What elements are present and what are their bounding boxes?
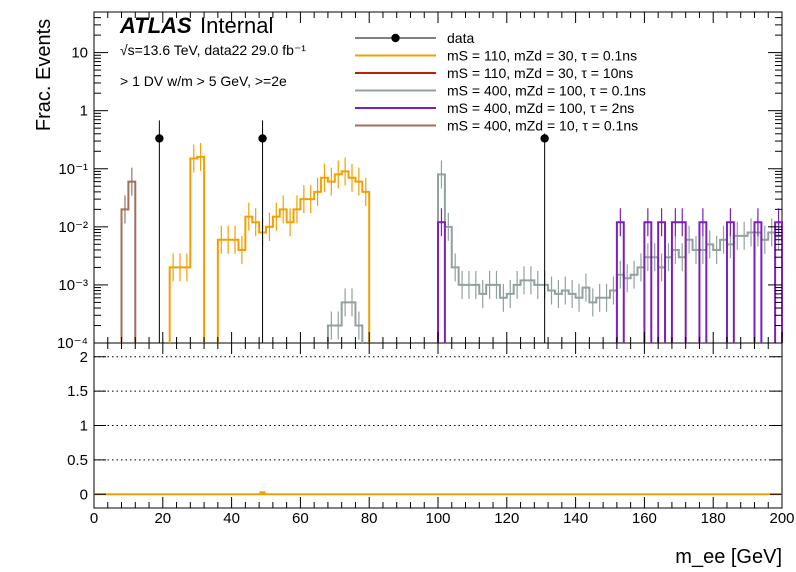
legend-label-2: mS = 110, mZd = 30, τ = 10ns: [447, 65, 633, 81]
x-tick-label: 120: [494, 510, 519, 527]
x-tick-label: 60: [292, 510, 309, 527]
legend-bg: [355, 47, 706, 64]
y-tick-label: 10⁻³: [58, 277, 88, 294]
y-tick-label: 10⁻⁴: [57, 335, 88, 352]
legend-label-4: mS = 400, mZd = 100, τ = 2ns: [447, 100, 634, 116]
ratio-tick-label: 2: [80, 349, 88, 366]
y-axis-label: Frac. Events: [33, 19, 55, 131]
ratio-panel: [94, 356, 782, 496]
legend-marker-0: [391, 33, 400, 43]
y-tick-label: 10⁻²: [58, 219, 88, 236]
x-tick-label: 200: [769, 510, 794, 527]
legend-label-3: mS = 400, mZd = 100, τ = 0.1ns: [447, 83, 646, 99]
data-point-0: [155, 134, 164, 143]
x-tick-label: 40: [223, 510, 240, 527]
hist-series-1: [168, 155, 371, 343]
legend-bg: [355, 65, 706, 81]
legend-bg: [355, 117, 706, 134]
legend-label-1: mS = 110, mZd = 30, τ = 0.1ns: [447, 48, 637, 64]
legend-label-5: mS = 400, mZd = 10, τ = 0.1ns: [447, 118, 638, 134]
selection-label: > 1 DV w/m > 5 GeV, >=2e: [120, 73, 287, 89]
legend-bg: [355, 100, 706, 116]
histogram-series: [120, 142, 783, 343]
x-tick-label: 140: [563, 510, 588, 527]
legend-label-0: data: [447, 30, 474, 46]
x-tick-label: 0: [90, 510, 98, 527]
data-point-2: [540, 134, 549, 143]
atlas-label: ATLAS: [119, 13, 192, 38]
y-tick-label: 1: [80, 103, 88, 120]
data-point-1: [258, 134, 267, 143]
ratio-tick-label: 0.5: [67, 452, 88, 469]
ratio-point-0: [259, 491, 266, 495]
axes: 0 20 40 60 80 100 120 140 160 180 20010⁻⁴10⁻³10⁻²1…: [57, 11, 795, 527]
x-axis-label: m_ee [GeV]: [675, 546, 782, 568]
x-tick-label: 20: [154, 510, 171, 527]
x-tick-label: 100: [425, 510, 450, 527]
internal-label: Internal: [200, 13, 273, 38]
ratio-frame: [93, 342, 783, 509]
y-tick-label: 10: [71, 45, 88, 62]
data-points: [155, 120, 549, 343]
ratio-tick-label: 0: [80, 486, 88, 503]
x-tick-label: 180: [701, 510, 726, 527]
ratio-tick-label: 1.5: [67, 383, 88, 400]
hist-series-5: [120, 180, 137, 343]
energy-label: √s=13.6 TeV, data22 29.0 fb⁻¹: [120, 42, 306, 58]
y-tick-label: 10⁻¹: [58, 161, 88, 178]
legend-bg: [355, 30, 706, 46]
legend-bg: [355, 82, 706, 99]
x-tick-label: 160: [632, 510, 657, 527]
ratio-tick-label: 1: [80, 418, 88, 435]
x-tick-label: 80: [361, 510, 378, 527]
hist-series-3: [326, 173, 783, 343]
